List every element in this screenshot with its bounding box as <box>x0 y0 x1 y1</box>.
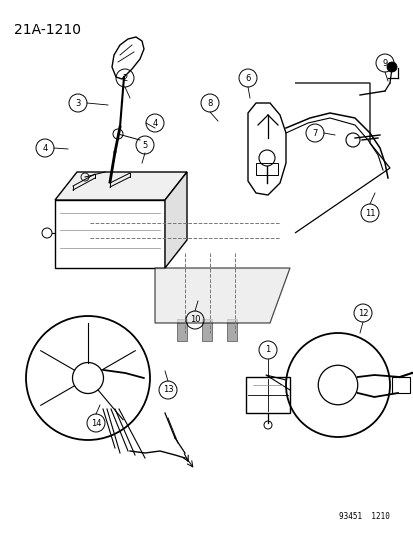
Text: 8: 8 <box>207 99 212 108</box>
Circle shape <box>386 62 396 72</box>
Bar <box>245 377 289 413</box>
Text: 21A-1210: 21A-1210 <box>14 23 81 37</box>
Text: 93451  1210: 93451 1210 <box>338 512 389 521</box>
Text: 6: 6 <box>245 74 250 83</box>
Text: 12: 12 <box>357 309 367 318</box>
Text: 4: 4 <box>152 118 157 127</box>
Polygon shape <box>55 200 165 268</box>
Polygon shape <box>112 37 144 79</box>
Text: 11: 11 <box>364 208 374 217</box>
Text: 14: 14 <box>90 418 101 427</box>
Bar <box>202 319 211 341</box>
Text: 4: 4 <box>42 143 47 152</box>
Bar <box>177 319 187 341</box>
Text: 2: 2 <box>122 74 127 83</box>
Polygon shape <box>165 172 187 268</box>
Bar <box>391 377 409 393</box>
Text: 7: 7 <box>311 128 317 138</box>
Bar <box>226 319 236 341</box>
Text: 9: 9 <box>382 59 387 68</box>
Bar <box>255 163 277 175</box>
Polygon shape <box>154 268 289 323</box>
Polygon shape <box>55 172 187 200</box>
Text: 5: 5 <box>142 141 147 149</box>
Text: 10: 10 <box>189 316 200 325</box>
Text: 13: 13 <box>162 385 173 394</box>
Text: 3: 3 <box>75 99 81 108</box>
Polygon shape <box>247 103 285 195</box>
Text: 1: 1 <box>265 345 270 354</box>
